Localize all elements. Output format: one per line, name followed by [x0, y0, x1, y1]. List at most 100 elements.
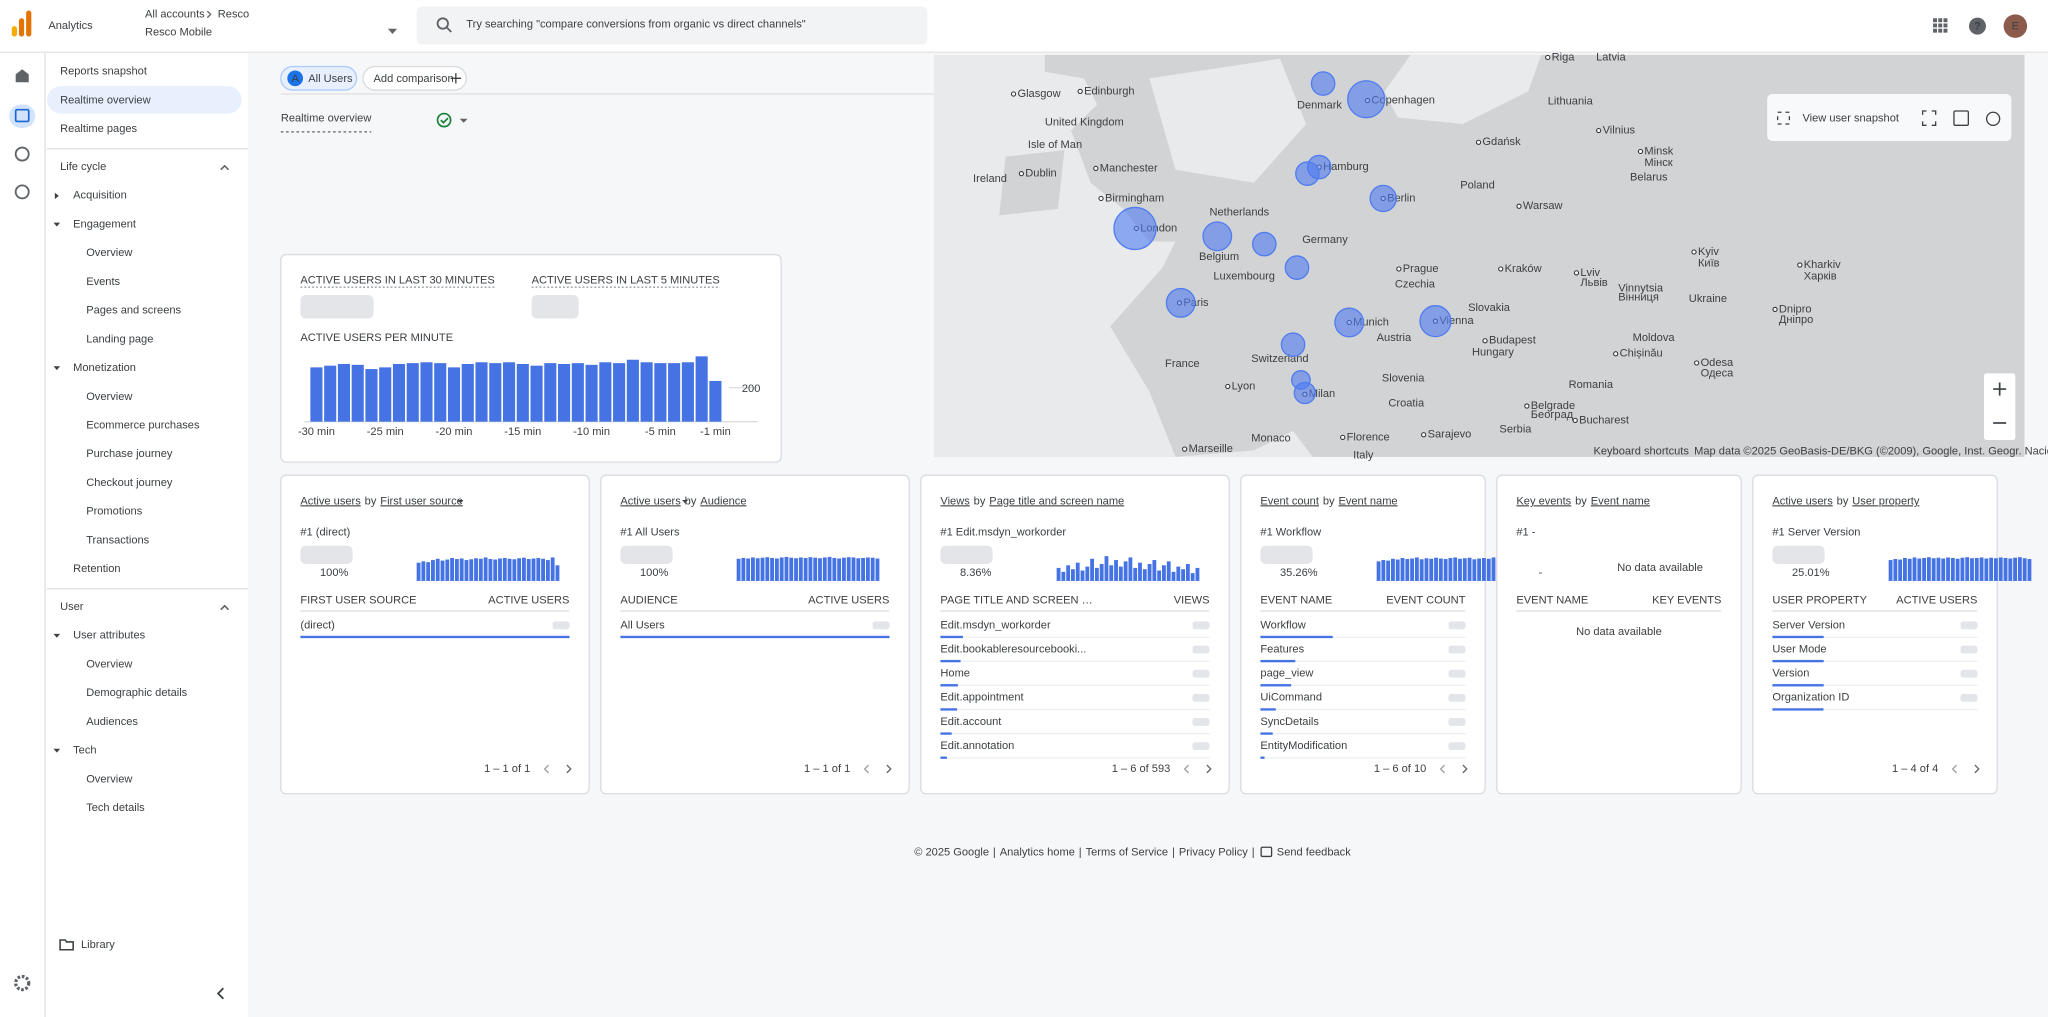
card-title-part[interactable]: Active users — [300, 495, 361, 507]
breadcrumb[interactable]: All accounts — [145, 8, 205, 20]
nav-item[interactable]: Demographic details — [86, 687, 187, 699]
card-dropdown[interactable] — [457, 500, 464, 504]
reports-icon[interactable] — [14, 108, 30, 123]
nav-item[interactable]: Events — [86, 276, 120, 288]
bar[interactable] — [613, 363, 626, 422]
map-bubble[interactable] — [1347, 80, 1386, 119]
card-title-part[interactable]: Event name — [1591, 495, 1650, 507]
apps-icon[interactable] — [1933, 23, 1937, 28]
map-bubble[interactable] — [1113, 206, 1157, 251]
bar[interactable] — [654, 363, 667, 422]
apps-icon[interactable] — [1943, 18, 1948, 23]
pager-next[interactable] — [1206, 764, 1212, 774]
card-title-part[interactable]: Event count — [1260, 495, 1319, 507]
bar[interactable] — [571, 363, 584, 422]
nav-library[interactable]: Library — [81, 939, 115, 951]
apps-icon[interactable] — [1938, 23, 1943, 28]
apps-icon[interactable] — [1938, 28, 1943, 33]
nav-group[interactable]: Tech — [73, 745, 96, 757]
pager-next[interactable] — [1974, 764, 1980, 774]
nav-item[interactable]: Tech details — [86, 802, 145, 814]
bar[interactable] — [434, 363, 447, 422]
nav-item[interactable]: Overview — [86, 247, 133, 259]
map-bubble[interactable] — [1334, 307, 1365, 338]
add-comparison[interactable] — [362, 65, 467, 91]
bar[interactable] — [709, 380, 722, 422]
snapshot-button[interactable]: View user snapshot — [1802, 113, 1899, 125]
nav-item[interactable]: Reports snapshot — [60, 66, 147, 78]
map-bubble[interactable] — [1369, 184, 1397, 213]
bar[interactable] — [585, 364, 598, 422]
nav-section[interactable]: Life cycle — [60, 161, 106, 173]
pager-next[interactable] — [566, 764, 572, 774]
card-title-part[interactable]: Active users — [620, 495, 681, 507]
nav-item[interactable]: Purchase journey — [86, 448, 173, 460]
row-label[interactable]: All Users — [620, 619, 665, 631]
card-title-part[interactable]: Views — [940, 495, 970, 507]
bar[interactable] — [668, 363, 681, 422]
pager-next[interactable] — [886, 764, 892, 774]
row-label[interactable]: SyncDetails — [1260, 716, 1319, 728]
chip-label[interactable]: All Users — [308, 73, 353, 85]
compare-icon[interactable] — [1953, 110, 1969, 126]
nav-group[interactable]: Retention — [73, 563, 120, 575]
row-label[interactable]: Edit.account — [940, 716, 1001, 728]
bar[interactable] — [324, 365, 337, 422]
bar[interactable] — [461, 363, 474, 422]
card-title-part[interactable]: Event name — [1338, 495, 1397, 507]
map-bubble[interactable] — [1310, 71, 1336, 96]
search-placeholder[interactable]: Try searching "compare conversions from … — [466, 19, 805, 31]
breadcrumb[interactable]: Resco — [218, 8, 249, 20]
bar[interactable] — [640, 362, 653, 422]
nav-group[interactable]: Engagement — [73, 218, 136, 230]
nav-item[interactable]: Overview — [86, 773, 133, 785]
apps-icon[interactable] — [1933, 18, 1937, 23]
bar[interactable] — [626, 359, 639, 422]
bar[interactable] — [475, 362, 488, 422]
bar[interactable] — [365, 369, 378, 422]
apps-icon[interactable] — [1938, 18, 1943, 23]
title-dropdown[interactable] — [459, 118, 468, 123]
bar[interactable] — [599, 362, 612, 422]
apps-icon[interactable] — [1933, 28, 1937, 33]
help-icon[interactable] — [1968, 17, 1986, 35]
card-title-part[interactable]: Active users — [1772, 495, 1833, 507]
nav-group[interactable]: Monetization — [73, 362, 136, 374]
feedback-link[interactable]: Send feedback — [1277, 846, 1351, 858]
footer-link[interactable]: Analytics home — [1000, 846, 1075, 858]
fullscreen-icon[interactable] — [1921, 110, 1937, 126]
nav-item[interactable]: Overview — [86, 391, 133, 403]
map-attribution[interactable]: Keyboard shortcuts — [1593, 446, 1689, 458]
apps-icon[interactable] — [1943, 23, 1948, 28]
nav-item[interactable]: Realtime pages — [60, 123, 137, 135]
row-label[interactable]: Edit.bookableresourcebooki... — [940, 643, 1086, 655]
row-label[interactable]: Server Version — [1772, 619, 1845, 631]
bar[interactable] — [695, 356, 708, 422]
row-label[interactable]: Version — [1772, 668, 1809, 680]
pager-prev[interactable] — [1439, 764, 1446, 774]
add-comparison-label[interactable]: Add comparison — [374, 73, 454, 85]
bar[interactable] — [351, 364, 364, 422]
footer-link[interactable]: Privacy Policy — [1179, 846, 1248, 858]
bar[interactable] — [530, 365, 543, 422]
zoom-in[interactable] — [1993, 382, 2007, 396]
map-bubble[interactable] — [1280, 332, 1306, 357]
row-label[interactable]: UiCommand — [1260, 692, 1322, 704]
nav-item[interactable]: Realtime overview — [60, 94, 152, 106]
nav-item[interactable]: Audiences — [86, 716, 138, 728]
map-bubble[interactable] — [1251, 231, 1277, 257]
pager-prev[interactable] — [863, 764, 870, 774]
card-title-part[interactable]: User property — [1852, 495, 1920, 507]
property-name[interactable]: Resco Mobile — [145, 27, 212, 39]
row-label[interactable]: Edit.msdyn_workorder — [940, 619, 1051, 631]
bar[interactable] — [502, 362, 516, 422]
nav-item[interactable]: Landing page — [86, 333, 153, 345]
pager-prev[interactable] — [543, 764, 550, 774]
nav-group[interactable]: Acquisition — [73, 190, 127, 202]
card-title-part[interactable]: First user source — [380, 495, 463, 507]
advertising-icon[interactable] — [14, 184, 30, 200]
map-bubble[interactable] — [1202, 221, 1233, 252]
map-bubble[interactable] — [1284, 255, 1310, 280]
nav-item[interactable]: Ecommerce purchases — [86, 420, 200, 432]
card-dropdown[interactable] — [682, 500, 688, 504]
